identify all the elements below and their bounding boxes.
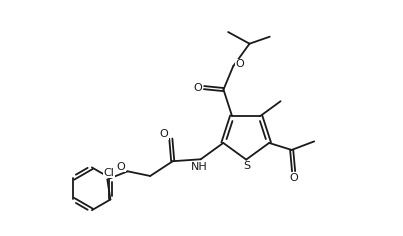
Text: O: O: [235, 59, 244, 69]
Text: NH: NH: [191, 162, 208, 173]
Text: O: O: [193, 83, 202, 93]
Text: O: O: [289, 173, 298, 183]
Text: Cl: Cl: [104, 168, 114, 178]
Text: S: S: [243, 161, 251, 171]
Text: O: O: [116, 162, 125, 172]
Text: O: O: [160, 129, 168, 139]
